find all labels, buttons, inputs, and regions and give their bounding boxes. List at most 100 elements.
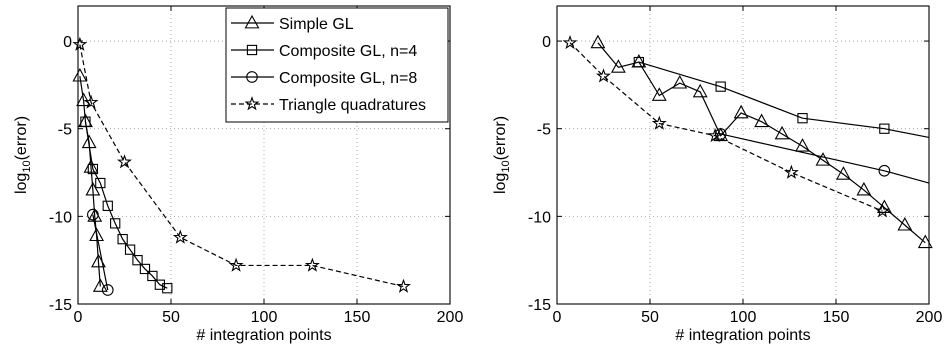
y-axis-label: log10(error)	[492, 116, 512, 194]
data-point-triangle	[72, 67, 88, 82]
data-point-star	[304, 257, 320, 272]
y-tick-label: 0	[542, 34, 551, 51]
legend-box	[225, 7, 449, 123]
chart-panel-2: 0 50 100 150 200 0 -5 -10 -15 # integration point…	[492, 5, 943, 344]
legend-label: Simple GL	[279, 16, 354, 33]
series-line-triangle	[597, 42, 926, 244]
data-point-triangle	[836, 166, 851, 180]
data-point-star	[596, 68, 611, 83]
legend-marker-star	[244, 96, 260, 111]
legend-label: Triangle quadratures	[279, 97, 426, 114]
data-point-triangle	[651, 87, 667, 101]
data-point-square	[87, 163, 99, 175]
x-tick-label: 150	[344, 309, 371, 326]
data-point-star	[651, 115, 667, 130]
series-line-square	[84, 121, 168, 289]
y-tick-label: -10	[528, 209, 551, 226]
data-point-square	[162, 283, 173, 294]
x-tick-label: 100	[251, 309, 278, 326]
x-tick-label: 0	[553, 309, 562, 326]
series-square	[80, 116, 173, 294]
x-tick-label: 50	[162, 309, 180, 326]
data-point-square	[102, 200, 113, 211]
y-tick-label: -5	[58, 122, 72, 139]
data-point-star	[562, 34, 578, 50]
data-point-star	[875, 203, 890, 218]
legend-label: Composite GL, n=4	[279, 43, 417, 60]
x-tick-label: 150	[823, 309, 850, 326]
data-point-square	[879, 123, 890, 134]
data-point-triangle	[897, 216, 913, 231]
data-point-triangle	[85, 181, 101, 196]
data-point-triangle	[795, 138, 810, 152]
series-star	[562, 34, 890, 218]
data-point-star	[396, 278, 411, 293]
x-tick-label: 50	[641, 309, 659, 326]
data-point-star	[707, 127, 723, 143]
series-line-circle	[92, 214, 109, 291]
data-point-circle	[714, 128, 727, 140]
data-point-circle	[878, 164, 891, 177]
data-point-triangle	[610, 59, 626, 73]
data-point-triangle	[815, 152, 831, 166]
legend-marker-triangle	[244, 14, 260, 29]
data-point-triangle	[917, 234, 933, 249]
series-line-triangle	[79, 76, 101, 287]
data-point-triangle	[856, 181, 872, 196]
data-point-square	[80, 116, 91, 127]
data-point-circle	[101, 284, 114, 296]
data-point-triangle	[590, 34, 606, 49]
data-point-square	[124, 244, 136, 255]
series-line-square	[638, 61, 930, 139]
series-circle	[87, 208, 114, 296]
data-point-star	[783, 164, 799, 179]
series-circle	[714, 128, 930, 184]
data-point-square	[95, 177, 106, 189]
data-point-triangle	[774, 125, 790, 140]
data-point-star	[83, 94, 99, 109]
data-point-star	[72, 36, 88, 51]
data-point-square	[147, 270, 158, 282]
data-point-circle	[87, 208, 99, 221]
data-point-triangle	[733, 104, 749, 119]
data-point-star	[172, 229, 188, 244]
data-point-square	[110, 218, 121, 229]
series-line-star	[569, 42, 883, 212]
data-point-square	[633, 56, 644, 68]
series-line-circle	[720, 133, 930, 184]
data-point-triangle	[672, 74, 688, 89]
chart-panel-1: 0 50 100 150 200 0 -5 -10 -15 # integration point…	[13, 5, 464, 344]
data-point-star	[228, 257, 244, 272]
data-point-square	[139, 263, 151, 275]
data-point-square	[117, 233, 128, 245]
x-tick-label: 100	[730, 309, 757, 326]
axes-frame	[77, 5, 451, 305]
data-point-triangle	[92, 278, 108, 292]
axes-frame	[556, 5, 930, 305]
x-axis-label: # integration points	[196, 327, 331, 344]
legend: Simple GL Composite GL, n=4 Composite GL, …	[225, 7, 449, 123]
x-tick-label: 0	[74, 309, 83, 326]
data-point-square	[715, 81, 726, 92]
data-point-triangle	[692, 83, 708, 98]
y-tick-label: -10	[49, 209, 72, 226]
legend-marker-square	[246, 44, 258, 56]
data-point-triangle	[876, 199, 892, 214]
data-point-triangle	[754, 113, 770, 128]
x-tick-label: 200	[916, 309, 943, 326]
x-axis-label: # integration points	[675, 327, 810, 344]
x-tick-label: 200	[437, 309, 464, 326]
series-star	[72, 36, 411, 293]
series-square	[633, 56, 930, 139]
data-point-square	[797, 113, 808, 124]
data-point-star	[117, 154, 132, 169]
legend-label: Composite GL, n=8	[279, 70, 417, 87]
y-tick-label: -15	[49, 297, 72, 314]
legend-marker-circle	[246, 71, 258, 83]
data-point-triangle	[89, 227, 105, 242]
y-tick-label: 0	[63, 34, 72, 51]
y-axis-label: log10(error)	[13, 116, 33, 194]
y-tick-label: -15	[528, 297, 551, 314]
data-point-square	[154, 279, 165, 290]
